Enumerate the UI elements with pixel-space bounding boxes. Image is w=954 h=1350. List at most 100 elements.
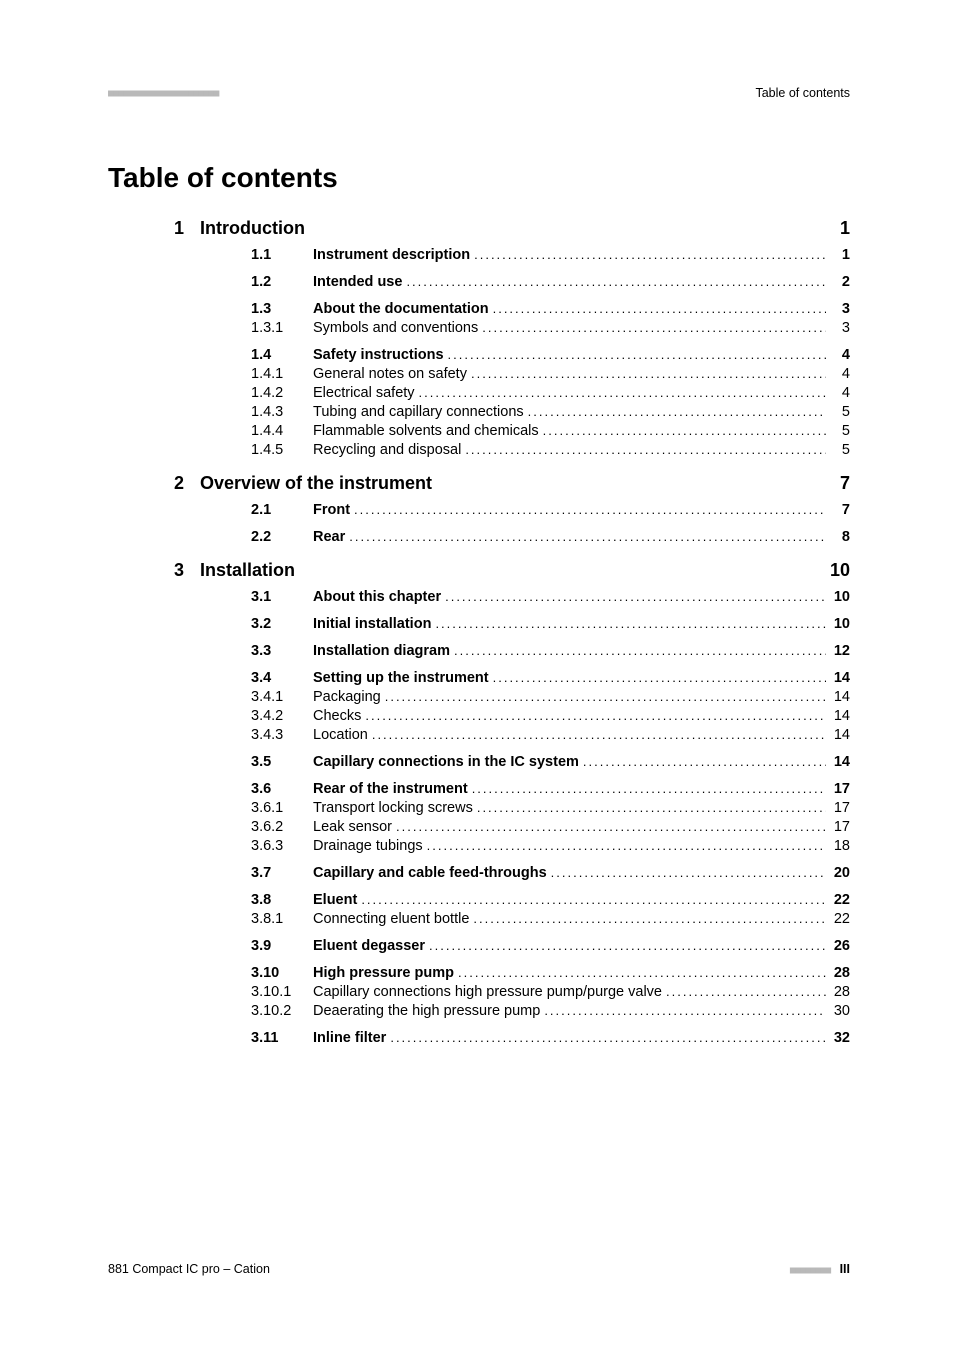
toc-entry-number: 3.5 — [251, 754, 313, 770]
toc-leader: ........................................… — [450, 643, 826, 658]
toc-leader: ........................................… — [489, 670, 826, 685]
toc-block: 2.1Front................................… — [251, 500, 850, 546]
chapter-page: 10 — [830, 560, 850, 581]
toc-gap — [251, 606, 850, 614]
toc-entry-title: Symbols and conventions — [313, 320, 478, 336]
toc-entry-title: Drainage tubings — [313, 838, 423, 854]
toc-entry-page: 4 — [826, 385, 850, 401]
toc-entry-number: 3.10.2 — [251, 1003, 313, 1019]
toc-entry-number: 3.9 — [251, 938, 313, 954]
toc-entry[interactable]: 3.4.3Location...........................… — [251, 725, 850, 744]
toc-entry[interactable]: 3.10High pressure pump..................… — [251, 963, 850, 982]
toc-gap — [251, 855, 850, 863]
toc-entry[interactable]: 3.4Setting up the instrument............… — [251, 668, 850, 687]
toc-leader: ........................................… — [357, 892, 826, 907]
toc-leader: ........................................… — [489, 301, 826, 316]
toc-entry[interactable]: 1.2Intended use.........................… — [251, 272, 850, 291]
header-ornament: ■■■■■■■■■■■■■■■■■■■■■■ — [108, 88, 218, 99]
chapter-page: 1 — [840, 218, 850, 239]
toc-entry-number: 3.6.3 — [251, 838, 313, 854]
toc-entry[interactable]: 3.3Installation diagram.................… — [251, 641, 850, 660]
toc-entry[interactable]: 1.4Safety instructions..................… — [251, 345, 850, 364]
toc-block: 3.1About this chapter...................… — [251, 587, 850, 1047]
toc-entry-page: 12 — [826, 643, 850, 659]
toc-entry-title: Capillary and cable feed-throughs — [313, 865, 547, 881]
chapter-title: Overview of the instrument — [200, 473, 432, 494]
chapter-heading[interactable]: 2Overview of the instrument7 — [108, 473, 850, 494]
table-of-contents: 1Introduction11.1Instrument description.… — [108, 218, 850, 1047]
toc-entry[interactable]: 3.6Rear of the instrument...............… — [251, 779, 850, 798]
toc-entry[interactable]: 3.9Eluent degasser......................… — [251, 936, 850, 955]
footer-page-number: III — [840, 1262, 850, 1276]
toc-entry[interactable]: 1.4.4Flammable solvents and chemicals...… — [251, 421, 850, 440]
toc-entry-page: 5 — [826, 442, 850, 458]
footer-right: ■■■■■■■■ III — [790, 1262, 850, 1276]
toc-entry[interactable]: 3.1About this chapter...................… — [251, 587, 850, 606]
toc-entry-number: 1.3 — [251, 301, 313, 317]
page-footer: 881 Compact IC pro – Cation ■■■■■■■■ III — [108, 1262, 850, 1276]
toc-leader: ........................................… — [469, 911, 826, 926]
chapter-heading[interactable]: 3Installation 10 — [108, 560, 850, 581]
toc-entry[interactable]: 3.8Eluent...............................… — [251, 890, 850, 909]
chapter-number: 3 — [108, 560, 200, 581]
toc-entry[interactable]: 2.2Rear.................................… — [251, 527, 850, 546]
toc-entry[interactable]: 3.10.2Deaerating the high pressure pump.… — [251, 1001, 850, 1020]
toc-entry-page: 14 — [826, 689, 850, 705]
page-header: ■■■■■■■■■■■■■■■■■■■■■■ Table of contents — [108, 86, 850, 100]
toc-entry[interactable]: 3.4.2Checks.............................… — [251, 706, 850, 725]
toc-entry-number: 3.6 — [251, 781, 313, 797]
toc-entry[interactable]: 3.7Capillary and cable feed-throughs....… — [251, 863, 850, 882]
toc-entry-title: Setting up the instrument — [313, 670, 489, 686]
chapter-heading[interactable]: 1Introduction1 — [108, 218, 850, 239]
toc-gap — [251, 928, 850, 936]
toc-entry-title: About the documentation — [313, 301, 489, 317]
toc-entry-page: 10 — [826, 616, 850, 632]
toc-entry[interactable]: 1.4.3Tubing and capillary connections...… — [251, 402, 850, 421]
toc-entry-title: Electrical safety — [313, 385, 415, 401]
toc-entry[interactable]: 3.4.1Packaging..........................… — [251, 687, 850, 706]
toc-leader: ........................................… — [547, 865, 826, 880]
toc-entry[interactable]: 3.5Capillary connections in the IC syste… — [251, 752, 850, 771]
toc-gap — [251, 337, 850, 345]
toc-entry[interactable]: 2.1Front................................… — [251, 500, 850, 519]
toc-leader: ........................................… — [425, 938, 826, 953]
toc-entry[interactable]: 3.8.1Connecting eluent bottle...........… — [251, 909, 850, 928]
toc-entry[interactable]: 3.6.3Drainage tubings...................… — [251, 836, 850, 855]
chapter-title: Introduction — [200, 218, 305, 239]
toc-leader: ........................................… — [386, 1030, 826, 1045]
toc-entry-title: Eluent — [313, 892, 357, 908]
toc-leader: ........................................… — [368, 727, 826, 742]
toc-entry-title: Flammable solvents and chemicals — [313, 423, 539, 439]
toc-leader: ........................................… — [361, 708, 826, 723]
toc-entry-title: Connecting eluent bottle — [313, 911, 469, 927]
toc-entry[interactable]: 1.4.2Electrical safety..................… — [251, 383, 850, 402]
toc-entry-number: 3.8 — [251, 892, 313, 908]
toc-entry-page: 3 — [826, 301, 850, 317]
toc-entry-title: High pressure pump — [313, 965, 454, 981]
toc-entry-title: Location — [313, 727, 368, 743]
toc-entry[interactable]: 1.4.5Recycling and disposal.............… — [251, 440, 850, 459]
toc-entry-number: 3.4.1 — [251, 689, 313, 705]
toc-entry-page: 3 — [826, 320, 850, 336]
header-label: Table of contents — [755, 86, 850, 100]
toc-entry[interactable]: 1.4.1General notes on safety............… — [251, 364, 850, 383]
toc-entry[interactable]: 3.6.1Transport locking screws...........… — [251, 798, 850, 817]
toc-entry-title: Deaerating the high pressure pump — [313, 1003, 540, 1019]
toc-entry[interactable]: 3.6.2Leak sensor........................… — [251, 817, 850, 836]
toc-entry-number: 3.10 — [251, 965, 313, 981]
toc-entry[interactable]: 1.3About the documentation..............… — [251, 299, 850, 318]
toc-entry[interactable]: 3.10.1Capillary connections high pressur… — [251, 982, 850, 1001]
toc-entry[interactable]: 3.2Initial installation.................… — [251, 614, 850, 633]
toc-entry-page: 18 — [826, 838, 850, 854]
toc-entry-page: 20 — [826, 865, 850, 881]
toc-entry[interactable]: 1.1Instrument description...............… — [251, 245, 850, 264]
toc-gap — [251, 771, 850, 779]
toc-entry[interactable]: 3.11Inline filter.......................… — [251, 1028, 850, 1047]
toc-entry-number: 1.4.5 — [251, 442, 313, 458]
toc-entry-number: 1.4.2 — [251, 385, 313, 401]
toc-gap — [251, 660, 850, 668]
chapter-title: Installation — [200, 560, 295, 581]
toc-entry-page: 5 — [826, 404, 850, 420]
toc-entry[interactable]: 1.3.1Symbols and conventions............… — [251, 318, 850, 337]
toc-entry-title: Leak sensor — [313, 819, 392, 835]
